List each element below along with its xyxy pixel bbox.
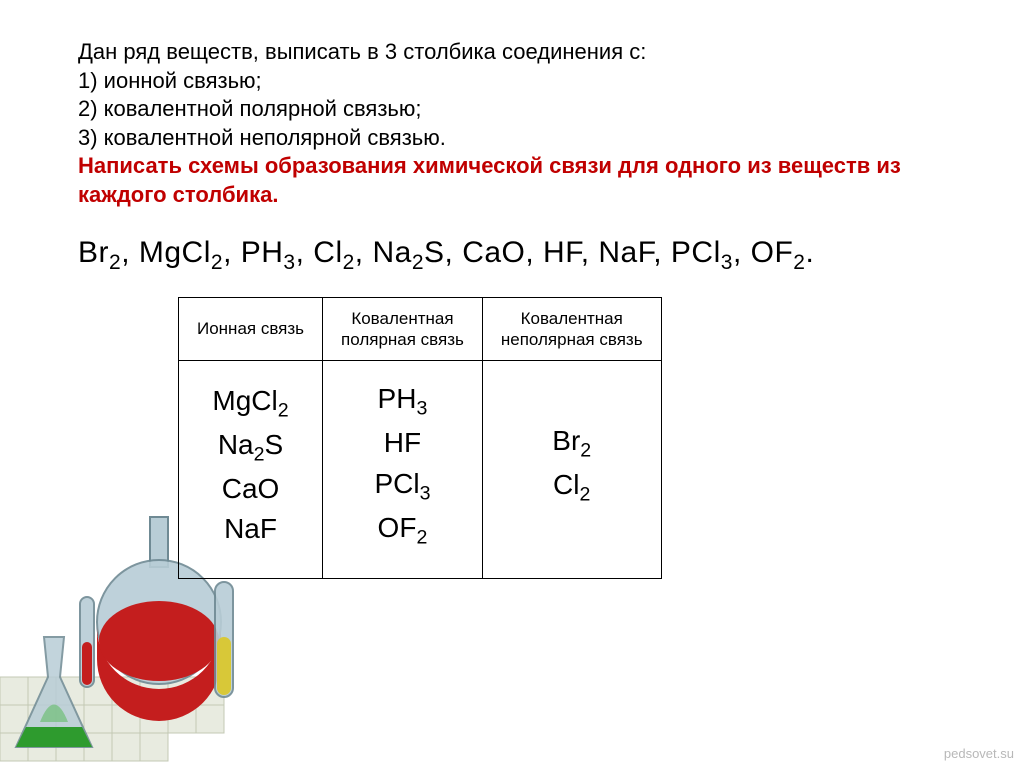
task-line-2: 1) ионной связью; bbox=[78, 67, 964, 96]
table-data-row: MgCl2 Na2S CaO NaF PH3 HF PCl3 OF2 Br2 C… bbox=[179, 361, 662, 579]
classification-table-wrap: Ионная связь Ковалентнаяполярная связь К… bbox=[78, 297, 964, 579]
header-ionic: Ионная связь bbox=[179, 297, 323, 361]
task-line-4: 3) ковалентной неполярной связью. bbox=[78, 124, 964, 153]
task-line-1: Дан ряд веществ, выписать в 3 столбика с… bbox=[78, 38, 964, 67]
header-covalent-nonpolar: Ковалентнаянеполярная связь bbox=[482, 297, 661, 361]
cell-ionic: MgCl2 Na2S CaO NaF bbox=[179, 361, 323, 579]
watermark: pedsovet.su bbox=[944, 746, 1014, 761]
task-line-3: 2) ковалентной полярной связью; bbox=[78, 95, 964, 124]
cell-covalent-polar: PH3 HF PCl3 OF2 bbox=[323, 361, 483, 579]
header-covalent-polar: Ковалентнаяполярная связь bbox=[323, 297, 483, 361]
slide-content: Дан ряд веществ, выписать в 3 столбика с… bbox=[0, 0, 1024, 767]
classification-table: Ионная связь Ковалентнаяполярная связь К… bbox=[178, 297, 662, 579]
task-text-block: Дан ряд веществ, выписать в 3 столбика с… bbox=[78, 38, 964, 210]
substances-list: Br2, MgCl2, PH3, Cl2, Na2S, CaO, HF, NaF… bbox=[78, 236, 964, 275]
table-header-row: Ионная связь Ковалентнаяполярная связь К… bbox=[179, 297, 662, 361]
cell-covalent-nonpolar: Br2 Cl2 bbox=[482, 361, 661, 579]
task-line-5-highlight: Написать схемы образования химической св… bbox=[78, 152, 964, 209]
